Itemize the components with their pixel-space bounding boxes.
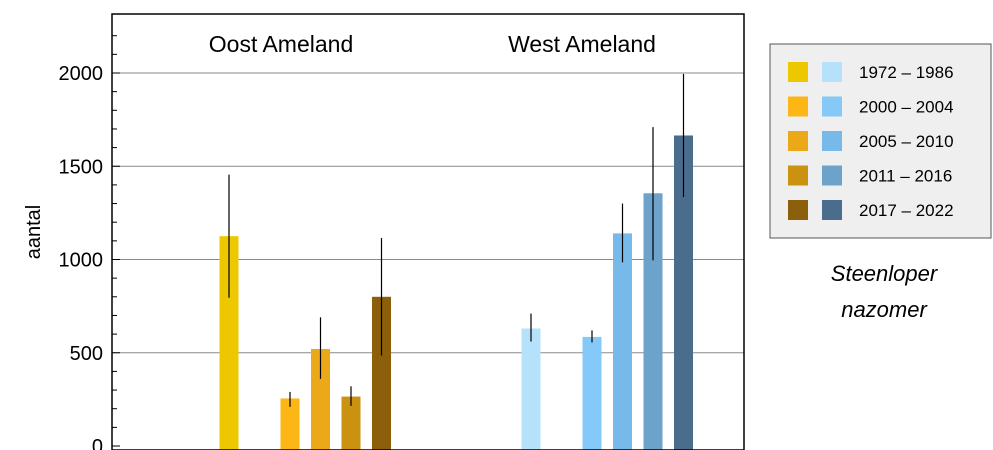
y-tick-label: 0 [92,436,103,450]
legend-swatch-oost [788,165,808,186]
bar-1-2 [613,233,632,450]
bar-0-0 [219,236,239,450]
legend: 1972 – 1986 2000 – 2004 2005 – 2010 2011 – … [769,43,992,239]
error-bars [228,73,685,407]
y-tick-label: 1000 [59,250,104,272]
legend-swatch-oost [788,200,808,220]
legend-swatch-west [822,165,842,186]
legend-swatch-oost [788,96,808,117]
bar-0-3 [341,396,361,450]
bar-1-1 [582,336,602,450]
legend-swatch-west [822,62,842,82]
y-tick-label: 2000 [59,63,104,85]
y-tick-label: 1500 [59,156,104,178]
bar-0-4 [372,296,391,450]
legend-label: 2000 – 2004 [859,98,954,117]
y-tick-label: 500 [70,343,103,365]
y-axis-label: aantal [23,205,45,260]
group-label-west: West Ameland [508,31,656,57]
legend-swatch-west [822,200,842,220]
bars [219,135,693,450]
legend-label: 2005 – 2010 [859,132,954,151]
group-label-oost: Oost Ameland [209,31,353,57]
bar-0-1 [280,398,300,450]
legend-swatch-oost [788,62,808,82]
legend-label: 1972 – 1986 [859,63,954,82]
legend-swatch-west [822,131,842,151]
bar-0-2 [311,349,330,450]
gridlines [112,72,744,354]
bar-1-4 [674,135,693,450]
bar-1-3 [643,193,663,450]
caption-line-2: nazomer [841,297,928,322]
legend-label: 2017 – 2022 [859,201,954,220]
legend-swatch-oost [788,131,808,151]
y-axis: 0 500 1000 1500 2000 [59,35,120,450]
plot-frame [111,13,745,450]
legend-label: 2011 – 2016 [859,167,952,186]
caption-line-1: Steenloper [831,261,939,286]
bar-1-0 [521,328,541,450]
legend-swatch-west [822,96,842,117]
